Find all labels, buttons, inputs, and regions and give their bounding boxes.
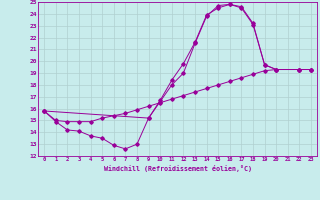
X-axis label: Windchill (Refroidissement éolien,°C): Windchill (Refroidissement éolien,°C)	[104, 165, 252, 172]
